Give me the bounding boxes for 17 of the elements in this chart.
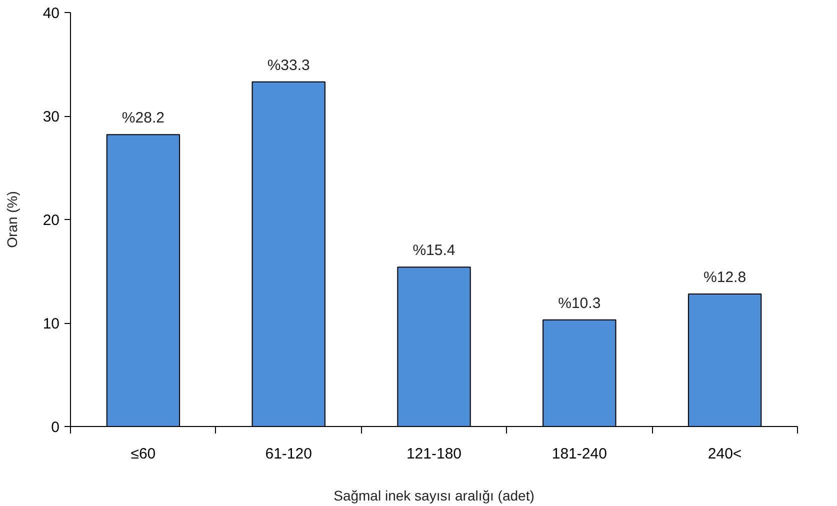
data-label: %33.3: [267, 56, 310, 74]
data-label: %28.2: [122, 110, 164, 127]
y-tick-label: 0: [51, 419, 60, 436]
x-tick-label: 181-240: [552, 446, 607, 462]
y-tick-label: 20: [42, 212, 60, 229]
data-label: %15.4: [412, 242, 456, 260]
x-axis-title: Sağmal inek sayısı aralığı (adet): [334, 488, 534, 504]
x-tick-label: 61-120: [265, 446, 312, 462]
y-tick-label: 30: [42, 108, 60, 126]
y-axis-title: Oran (%): [4, 191, 20, 248]
x-tick-label: 121-180: [406, 446, 462, 462]
data-label: %12.8: [704, 269, 746, 286]
y-tick-label: 10: [42, 316, 60, 332]
y-tick-label: 40: [42, 5, 60, 22]
x-tick-label: 240<: [708, 446, 742, 462]
data-label: %10.3: [558, 294, 601, 312]
x-tick-label: ≤60: [130, 446, 156, 462]
